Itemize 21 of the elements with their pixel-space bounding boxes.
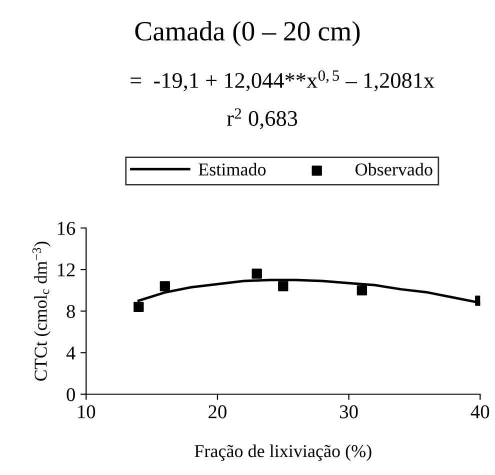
point (252, 268, 262, 279)
point (356, 285, 368, 296)
text: r$^{2}$ 0,683 (227, 108, 298, 130)
x-tick-label: 40 (470, 405, 490, 418)
y-tick-label: 0 (66, 388, 75, 402)
y-tick-label: 16 (58, 222, 76, 235)
point (160, 281, 170, 292)
x-tick-label: 30 (340, 405, 358, 418)
legend-label: Observado (356, 162, 432, 176)
y-tick-label: 8 (66, 304, 75, 318)
point (134, 302, 144, 312)
y-tick-label: 12 (58, 263, 75, 276)
legend-label: Estimado (198, 162, 266, 176)
x-tick-label: 10 (78, 405, 96, 418)
point (278, 281, 288, 292)
y-axis-title: CTCt (cmol$_{c}$ dm$^{−3}$) (32, 242, 50, 381)
x-axis-title: Fração de lixiviação (%) (194, 444, 372, 461)
chart-title: Camada (0 – 20 cm) (135, 21, 360, 46)
x-tick-label: 20 (208, 405, 226, 418)
y-tick-label: 4 (66, 346, 76, 360)
chart-subtitle: = -19,1 + 12,044**x$^{0,5}$ – 1,2081x (130, 70, 434, 92)
